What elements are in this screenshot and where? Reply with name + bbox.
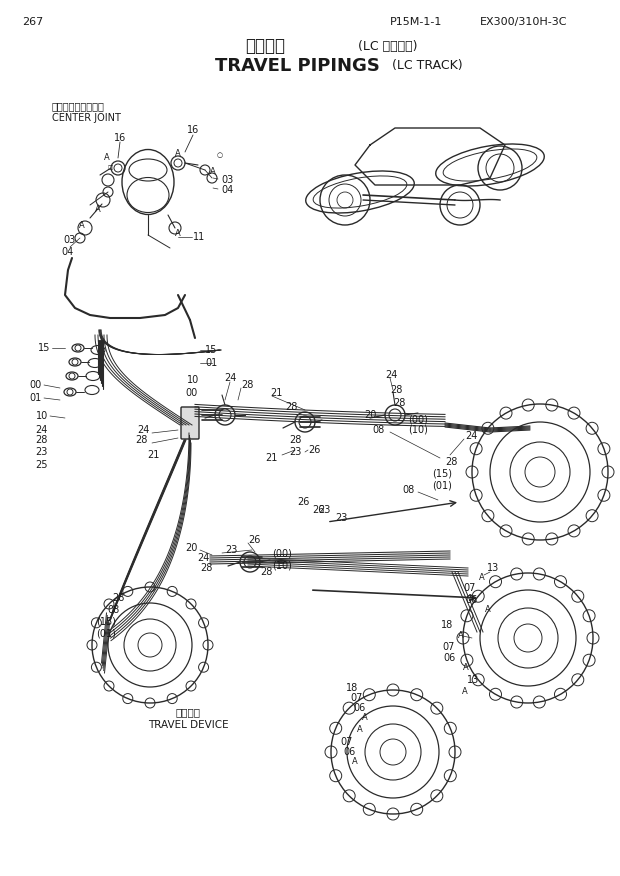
Text: A: A [210, 167, 216, 176]
Text: A: A [458, 632, 464, 640]
Text: 28: 28 [289, 435, 301, 445]
Text: 18: 18 [441, 620, 453, 630]
Text: 07: 07 [443, 642, 455, 652]
Text: A: A [462, 688, 467, 696]
Text: A: A [352, 758, 358, 766]
Text: 28: 28 [35, 435, 48, 445]
Text: 16: 16 [187, 125, 199, 135]
Text: (LC TRACK): (LC TRACK) [392, 60, 463, 73]
Text: 28: 28 [201, 563, 213, 573]
Text: 07: 07 [464, 583, 476, 593]
Text: 28: 28 [390, 385, 402, 395]
Text: (00): (00) [272, 549, 292, 559]
Text: A: A [79, 222, 85, 230]
Text: 04: 04 [61, 247, 73, 257]
Text: 24: 24 [138, 425, 150, 435]
Text: (10): (10) [272, 560, 292, 570]
Text: 08: 08 [108, 605, 120, 615]
Text: 16: 16 [114, 133, 126, 143]
Text: 24: 24 [198, 553, 210, 563]
Text: 20: 20 [185, 543, 198, 553]
Text: A: A [357, 725, 363, 734]
Text: 26: 26 [298, 497, 310, 507]
Text: 23: 23 [318, 505, 330, 515]
Text: 01: 01 [205, 358, 217, 368]
Text: P15M-1-1: P15M-1-1 [390, 17, 443, 27]
Text: A: A [463, 663, 469, 673]
Text: ○: ○ [217, 152, 223, 158]
Text: 走行配管: 走行配管 [245, 37, 285, 55]
Text: 00: 00 [30, 380, 42, 390]
Text: 10: 10 [187, 375, 199, 385]
Text: 23: 23 [225, 545, 237, 555]
Text: (15): (15) [432, 469, 452, 479]
Text: 18: 18 [346, 683, 358, 693]
Text: 24: 24 [224, 373, 236, 383]
Text: 04: 04 [221, 185, 233, 195]
Text: 15: 15 [38, 343, 50, 353]
Text: 23: 23 [335, 513, 347, 523]
Text: 06: 06 [354, 703, 366, 713]
Text: 13: 13 [487, 563, 499, 573]
Text: 24: 24 [385, 370, 397, 380]
Text: TRAVEL PIPINGS: TRAVEL PIPINGS [215, 57, 380, 75]
Text: 28: 28 [393, 398, 405, 408]
Text: 08: 08 [403, 485, 415, 495]
Text: 07: 07 [351, 693, 363, 703]
Text: A: A [485, 605, 491, 614]
Text: (01): (01) [96, 628, 116, 638]
Text: 28: 28 [113, 593, 125, 603]
Text: 07: 07 [340, 737, 353, 747]
Text: 23: 23 [35, 447, 48, 457]
Text: (00): (00) [408, 415, 428, 425]
Text: A: A [104, 152, 110, 161]
Text: 10: 10 [36, 411, 48, 421]
Text: A: A [175, 229, 181, 237]
FancyBboxPatch shape [181, 407, 199, 439]
Text: 11: 11 [193, 232, 205, 242]
Text: 28: 28 [285, 402, 298, 412]
Text: 06: 06 [466, 595, 478, 605]
Text: 00: 00 [185, 388, 197, 398]
Text: A: A [175, 149, 181, 158]
Text: A: A [362, 713, 368, 723]
Text: 15: 15 [205, 345, 218, 355]
Text: 06: 06 [343, 747, 356, 757]
Text: 28: 28 [260, 567, 272, 577]
Text: 20: 20 [365, 410, 377, 420]
Text: 28: 28 [446, 457, 458, 467]
Text: 21: 21 [148, 450, 160, 460]
Text: 26: 26 [312, 505, 324, 515]
Text: 26: 26 [248, 535, 260, 545]
Text: 走行装置: 走行装置 [175, 707, 200, 717]
Text: 28: 28 [241, 380, 254, 390]
Text: TRAVEL DEVICE: TRAVEL DEVICE [148, 720, 228, 730]
Text: 06: 06 [444, 653, 456, 663]
Text: 24: 24 [35, 425, 48, 435]
Text: (10): (10) [408, 425, 428, 435]
Text: 26: 26 [308, 445, 321, 455]
Text: 13: 13 [467, 675, 479, 685]
Text: A: A [479, 574, 485, 583]
Text: 01: 01 [30, 393, 42, 403]
Text: A: A [95, 206, 101, 215]
Text: 28: 28 [136, 435, 148, 445]
Text: 21: 21 [270, 388, 282, 398]
Text: (01): (01) [432, 480, 452, 490]
Text: 267: 267 [22, 17, 43, 27]
Text: □: □ [107, 166, 112, 171]
Text: CENTER JOINT: CENTER JOINT [52, 113, 121, 123]
Text: 24: 24 [465, 431, 477, 441]
Text: (LC トラック): (LC トラック) [358, 39, 417, 53]
Text: 08: 08 [373, 425, 385, 435]
Text: 03: 03 [221, 175, 233, 185]
Text: EX300/310H-3C: EX300/310H-3C [480, 17, 567, 27]
Text: センタージョイント: センタージョイント [52, 101, 105, 111]
Text: 03: 03 [64, 235, 76, 245]
Text: 23: 23 [289, 447, 301, 457]
Text: (15): (15) [96, 617, 116, 627]
Text: 21: 21 [265, 453, 278, 463]
Text: 25: 25 [35, 460, 48, 470]
